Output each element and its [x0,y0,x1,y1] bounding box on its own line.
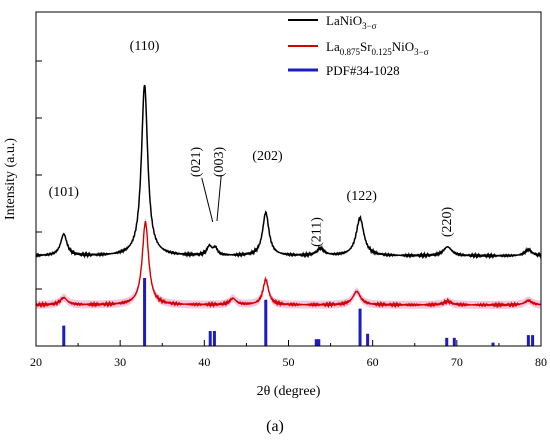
annotation-8: (220) [440,207,455,238]
annotation-2: (110) [130,39,160,54]
x-tick-label-6: 70 [451,355,463,369]
y-axis-label: Intensity (a.u.) [3,138,18,220]
reference-sticks [62,278,535,346]
xrd-chart: (101) (110) (021) (003) (202) (211) (122) (220)… [3,11,547,399]
x-tick-label-2: 30 [114,355,126,369]
x-tick-label-3: 40 [198,355,210,369]
panel-label: (a) [266,418,284,435]
annotation-4: (003) [212,147,227,178]
annotation-3: (021) [189,147,204,178]
annotation-7: (122) [347,189,378,204]
x-tick-label-1: 20 [30,355,42,369]
peak-annotations: (101) (110) (021) (003) (202) (211) (122) (220) [49,39,455,247]
series-1-line [35,84,542,260]
annotation-5: (202) [252,149,283,164]
annotation-arrow-2 [216,175,222,222]
legend-label-reference: PDF#34-1028 [326,63,400,78]
series-2-line [35,220,542,309]
series-layer [35,84,542,309]
series-2-band [36,218,541,309]
x-axis-label: 2θ (degree) [257,384,321,399]
axes: 20 30 40 50 60 70 80 [30,60,547,369]
plot-frame [35,11,542,347]
legend: LaNiO3−σ La0.875Sr0.125NiO3−σ PDF#34-102… [288,13,429,78]
legend-label-series-1: LaNiO3−σ [326,13,377,31]
annotation-6: (211) [309,217,324,247]
x-tick-label-4: 50 [283,355,295,369]
annotation-arrow-1 [201,177,214,223]
annotation-1: (101) [49,185,80,200]
x-tick-label-7: 80 [535,355,547,369]
x-tick-label-5: 60 [367,355,379,369]
legend-label-series-2: La0.875Sr0.125NiO3−σ [326,39,429,57]
